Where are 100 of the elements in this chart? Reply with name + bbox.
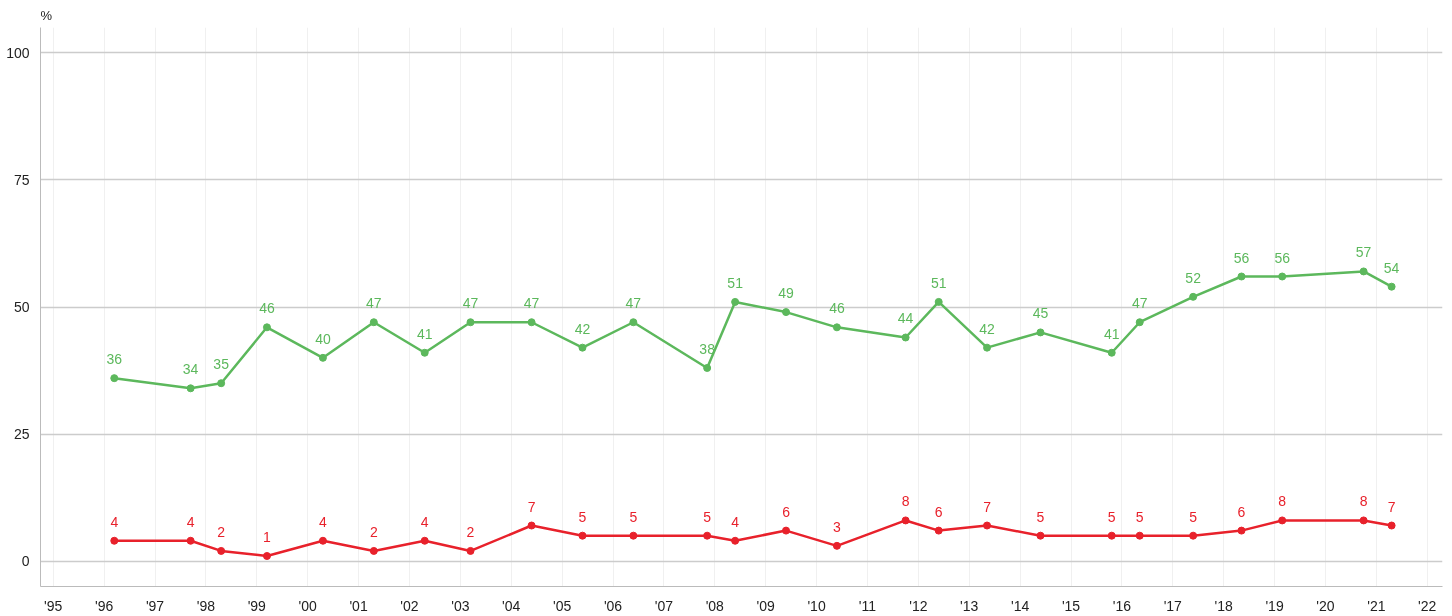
data-label: 56 (1274, 249, 1291, 266)
data-label: 36 (106, 351, 123, 368)
data-label: 54 (1383, 259, 1400, 276)
x-tick-label: '95 (44, 597, 63, 614)
point (1278, 516, 1287, 525)
x-tick-label: '12 (909, 597, 928, 614)
data-label: 49 (778, 285, 795, 302)
y-axis-title: % (40, 7, 53, 23)
data-label: 7 (983, 498, 992, 515)
point (527, 521, 536, 530)
data-label: 8 (1278, 493, 1287, 510)
point (782, 526, 791, 535)
x-tick-label: '09 (756, 597, 776, 614)
point (983, 343, 992, 352)
x-tick-label: '98 (196, 597, 216, 614)
data-label: 8 (1359, 493, 1368, 510)
point (934, 526, 943, 535)
data-label: 45 (1032, 305, 1049, 322)
point (466, 318, 475, 327)
x-tick-label: '02 (400, 597, 419, 614)
data-label: 4 (319, 513, 328, 530)
point (1036, 531, 1045, 540)
x-tick-label: '16 (1112, 597, 1132, 614)
x-tick-label: '14 (1011, 597, 1030, 614)
point (186, 384, 195, 393)
point (217, 546, 226, 555)
point (420, 348, 429, 357)
data-label: 2 (217, 523, 226, 540)
y-tick-label: 50 (13, 299, 30, 315)
x-tick-label: '22 (1418, 597, 1437, 614)
y-tick-label: 0 (21, 553, 30, 570)
point (578, 343, 587, 352)
point (1189, 531, 1198, 540)
point (1237, 526, 1246, 535)
data-label: 3 (833, 518, 842, 535)
point (110, 536, 119, 545)
data-label: 2 (369, 523, 378, 540)
point (369, 318, 378, 327)
y-tick-label: 75 (13, 171, 30, 188)
x-tick-label: '10 (807, 597, 826, 614)
point (901, 333, 910, 342)
x-tick-label: '11 (858, 597, 877, 614)
point (1387, 282, 1396, 291)
data-label: 46 (829, 300, 845, 317)
point (466, 546, 475, 555)
point (1135, 318, 1144, 327)
x-tick-label: '20 (1316, 597, 1335, 614)
point (983, 521, 992, 530)
point (731, 536, 740, 545)
x-tick-label: '08 (705, 597, 725, 614)
data-label: 4 (110, 513, 119, 530)
point (629, 318, 638, 327)
data-label: 42 (574, 320, 591, 337)
data-label: 47 (1131, 295, 1148, 312)
data-label: 4 (186, 513, 195, 530)
x-tick-label: '03 (451, 597, 470, 614)
point (1189, 292, 1198, 301)
data-label: 1 (263, 529, 272, 546)
data-label: 40 (315, 330, 331, 347)
data-label: 6 (1237, 503, 1246, 520)
data-label: 5 (578, 508, 587, 525)
x-tick-label: '97 (145, 597, 165, 614)
data-label: 42 (979, 320, 996, 337)
data-label: 5 (1107, 508, 1116, 525)
point (527, 318, 536, 327)
point (901, 516, 910, 525)
point (703, 531, 712, 540)
point (1135, 531, 1144, 540)
point (1278, 272, 1287, 281)
data-label: 47 (523, 295, 540, 312)
x-tick-label: '01 (349, 597, 368, 614)
x-tick-label: '19 (1265, 597, 1284, 614)
x-tick-label: '21 (1367, 597, 1386, 614)
x-tick-label: '04 (502, 597, 521, 614)
point (703, 363, 712, 372)
point (782, 308, 791, 317)
point (1036, 328, 1045, 337)
point (832, 541, 841, 550)
x-tick-label: '99 (247, 597, 267, 614)
point (1387, 521, 1396, 530)
data-label: 35 (213, 356, 230, 373)
data-label: 6 (934, 503, 943, 520)
data-label: 52 (1185, 269, 1202, 286)
point (629, 531, 638, 540)
point (934, 297, 943, 306)
point (420, 536, 429, 545)
x-tick-label: '00 (298, 597, 318, 614)
data-label: 51 (930, 274, 947, 291)
point (217, 379, 226, 388)
x-tick-label: '15 (1061, 597, 1081, 614)
point (262, 552, 271, 560)
data-label: 57 (1355, 244, 1372, 261)
data-label: 4 (731, 513, 740, 530)
data-label: 8 (901, 493, 910, 510)
x-tick-label: '05 (552, 597, 572, 614)
point (186, 536, 195, 545)
data-label: 6 (782, 503, 791, 520)
data-label: 4 (420, 513, 429, 530)
point (1107, 348, 1116, 357)
data-label: 47 (366, 295, 382, 312)
